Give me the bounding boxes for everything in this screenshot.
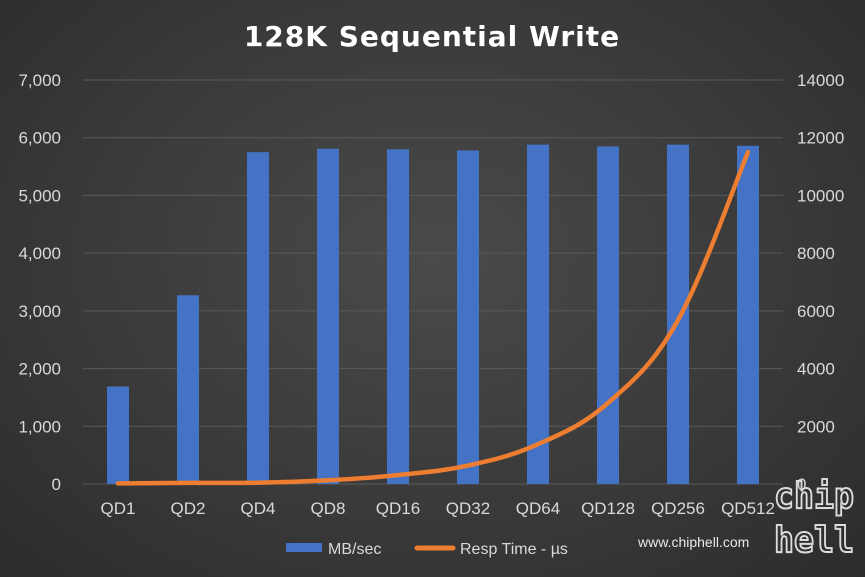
y-left-tick-label: 7,000: [18, 71, 61, 90]
left-axis-ticks: 0 1,000 2,000 3,000 4,000 5,000 6,000 7,000: [18, 71, 61, 494]
bar: [177, 295, 199, 484]
y-left-tick-label: 0: [52, 475, 61, 494]
y-left-tick-label: 5,000: [18, 186, 61, 205]
x-tick-label: QD256: [651, 499, 705, 518]
y-right-tick-label: 4000: [797, 360, 835, 379]
line-series: [115, 149, 751, 486]
y-right-tick-label: 8000: [797, 244, 835, 263]
y-right-tick-label: 10000: [797, 186, 844, 205]
right-axis-ticks: 0 2000 4000 6000 8000 10000 12000 14000: [797, 71, 844, 494]
watermark-url: www.chiphell.com: [637, 534, 749, 550]
legend-label-line: Resp Time - µs: [460, 541, 568, 558]
x-tick-label: QD16: [376, 499, 420, 518]
y-left-tick-label: 6,000: [18, 129, 61, 148]
bar: [247, 152, 269, 484]
bar-series: [107, 144, 759, 484]
y-left-tick-label: 4,000: [18, 244, 61, 263]
y-right-tick-label: 0: [797, 475, 806, 494]
x-tick-label: QD512: [721, 499, 775, 518]
bar: [667, 144, 689, 484]
y-left-tick-label: 2,000: [18, 360, 61, 379]
chart-title: 128K Sequential Write: [244, 20, 620, 53]
x-tick-label: QD2: [171, 499, 206, 518]
bar: [387, 149, 409, 484]
bar: [317, 148, 339, 484]
y-right-tick-label: 14000: [797, 71, 844, 90]
x-tick-label: QD32: [446, 499, 490, 518]
x-tick-label: QD64: [516, 499, 560, 518]
svg-text:hell: hell: [774, 520, 854, 561]
watermark: www.chiphell.com chip hell: [637, 475, 855, 562]
chiphell-logo-icon: chip hell: [773, 475, 855, 562]
legend: MB/sec Resp Time - µs: [286, 541, 568, 558]
legend-swatch-bar: [286, 543, 322, 552]
y-right-tick-label: 6000: [797, 302, 835, 321]
y-left-tick-label: 1,000: [18, 417, 61, 436]
x-tick-label: QD4: [241, 499, 276, 518]
y-right-tick-label: 2000: [797, 417, 835, 436]
line-path: [115, 149, 751, 486]
legend-label-bar: MB/sec: [328, 541, 381, 558]
x-axis-ticks: QD1 QD2 QD4 QD8 QD16 QD32 QD64 QD128 QD256 QD512: [101, 499, 775, 518]
grid-lines: [83, 79, 783, 485]
x-tick-label: QD128: [581, 499, 635, 518]
bar: [527, 144, 549, 484]
x-tick-label: QD8: [311, 499, 346, 518]
y-left-tick-label: 3,000: [18, 302, 61, 321]
bar: [107, 386, 129, 484]
svg-text:chip: chip: [774, 476, 854, 517]
x-tick-label: QD1: [101, 499, 136, 518]
bar: [597, 146, 619, 484]
y-right-tick-label: 12000: [797, 129, 844, 148]
bar: [457, 150, 479, 484]
bar: [737, 145, 759, 484]
